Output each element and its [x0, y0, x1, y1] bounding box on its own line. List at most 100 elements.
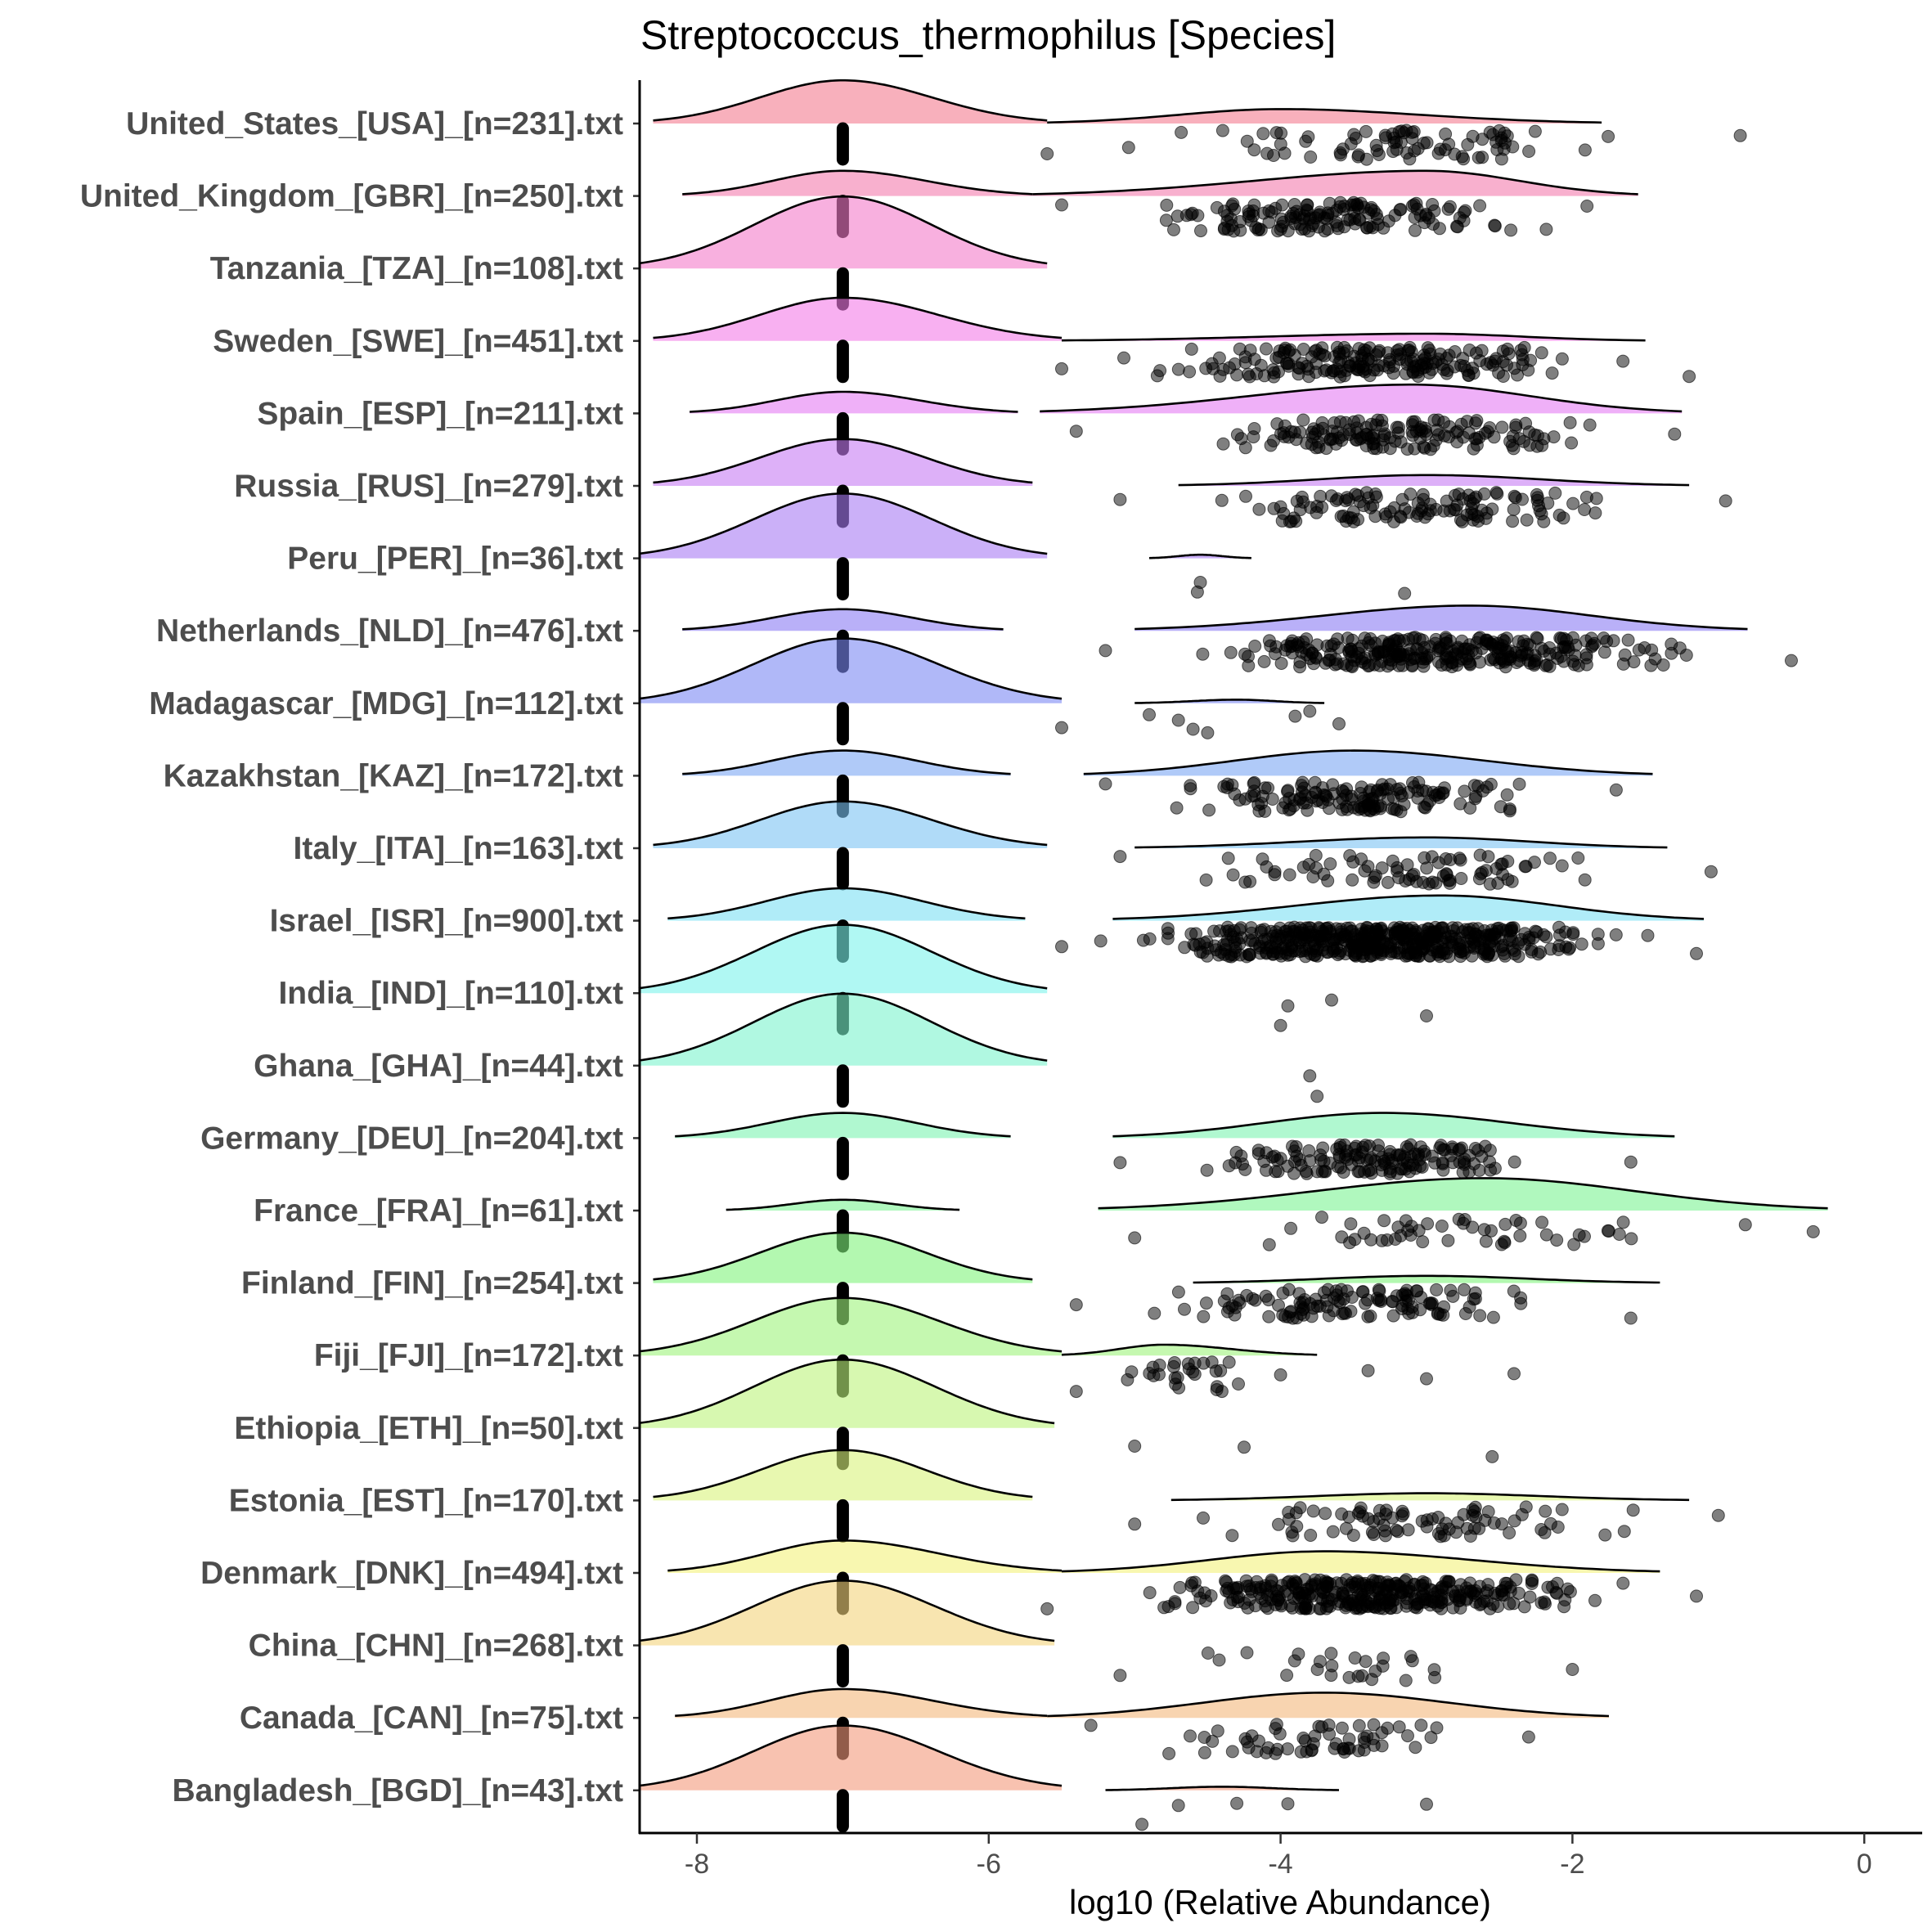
- data-point: [1069, 425, 1083, 438]
- data-point: [1512, 777, 1526, 791]
- data-point: [1616, 1215, 1630, 1229]
- data-point: [1377, 427, 1391, 441]
- data-point: [1609, 928, 1623, 941]
- data-point: [1215, 1385, 1229, 1399]
- data-point: [1358, 864, 1372, 878]
- data-point: [1341, 802, 1355, 816]
- data-point: [1423, 794, 1437, 807]
- data-point: [1226, 197, 1240, 211]
- data-point: [1448, 345, 1462, 358]
- data-point: [1135, 1817, 1149, 1831]
- data-point: [1435, 658, 1449, 672]
- data-point: [1431, 428, 1445, 442]
- data-point: [1398, 586, 1412, 600]
- data-point: [1278, 796, 1292, 810]
- data-point: [1220, 1287, 1234, 1301]
- abundance-density-ridge: [1062, 1551, 1660, 1573]
- data-point: [1215, 493, 1229, 507]
- data-point: [1417, 659, 1431, 673]
- data-point: [1359, 1655, 1373, 1669]
- data-point: [1310, 441, 1323, 455]
- data-point: [1513, 1216, 1527, 1230]
- ridge-row: [653, 800, 1718, 891]
- data-point: [1367, 1718, 1381, 1732]
- x-tick-label: -6: [977, 1849, 1001, 1880]
- data-point: [1450, 658, 1464, 672]
- data-point: [1514, 1291, 1528, 1305]
- data-point: [1303, 1069, 1317, 1083]
- data-point: [1421, 341, 1435, 355]
- data-point: [1275, 198, 1289, 212]
- data-point: [1040, 1602, 1054, 1615]
- data-point: [1442, 1522, 1456, 1536]
- data-point: [1388, 434, 1402, 448]
- data-point: [1423, 497, 1437, 511]
- data-point: [1359, 1139, 1373, 1152]
- data-point: [1420, 1520, 1434, 1534]
- data-point: [1274, 657, 1288, 670]
- data-point: [1523, 1590, 1537, 1604]
- data-point: [1251, 1143, 1265, 1157]
- data-point: [1443, 200, 1457, 213]
- data-point: [1290, 1149, 1304, 1163]
- data-point: [1468, 927, 1482, 941]
- data-point: [1424, 1731, 1438, 1745]
- data-point: [1385, 1295, 1399, 1308]
- data-point: [1399, 1674, 1413, 1687]
- data-point: [1296, 1732, 1310, 1745]
- data-point: [1505, 941, 1519, 955]
- y-tick-label: Russia_[RUS]_[n=279].txt: [234, 469, 623, 504]
- data-point: [1467, 513, 1480, 527]
- y-tick-label: Ethiopia_[ETH]_[n=50].txt: [234, 1411, 623, 1446]
- y-tick-label: Canada_[CAN]_[n=75].txt: [240, 1701, 623, 1736]
- data-point: [1387, 634, 1401, 648]
- data-point: [1543, 641, 1557, 654]
- data-point: [1588, 1593, 1602, 1607]
- data-point: [1505, 874, 1519, 888]
- ridge-row: [638, 637, 1346, 746]
- data-point: [1626, 1503, 1640, 1517]
- data-point: [1462, 369, 1476, 382]
- data-point: [1339, 1521, 1353, 1535]
- data-point: [1711, 1508, 1725, 1522]
- data-point: [1392, 1720, 1406, 1734]
- zero-density-ridge: [653, 298, 1062, 341]
- data-point: [1281, 1797, 1295, 1811]
- data-point: [1436, 942, 1450, 956]
- data-point: [1539, 1228, 1553, 1242]
- abundance-density-ridge: [1098, 1178, 1828, 1211]
- data-point: [1452, 487, 1466, 501]
- ridge-row: [682, 169, 1638, 239]
- data-point: [1201, 1647, 1215, 1660]
- data-point: [1178, 1302, 1191, 1316]
- data-point: [1337, 340, 1351, 354]
- data-point: [1171, 713, 1185, 727]
- data-point: [1222, 1355, 1236, 1369]
- data-point: [1471, 151, 1485, 164]
- data-point: [1254, 1580, 1268, 1594]
- data-point: [1332, 946, 1346, 960]
- data-point: [1468, 416, 1482, 430]
- zero-density-ridge-outline: [675, 1687, 1048, 1717]
- data-point: [1261, 1293, 1275, 1307]
- data-point: [1504, 223, 1518, 237]
- data-point: [1422, 211, 1436, 225]
- data-point: [1373, 802, 1387, 815]
- x-ticks: -8 -6 -4 -2 0: [685, 1833, 1872, 1880]
- data-point: [1281, 999, 1295, 1013]
- data-point: [1523, 438, 1537, 452]
- data-point: [1541, 496, 1555, 510]
- data-point: [1214, 1364, 1228, 1377]
- zero-density-ridge-outline: [638, 992, 1048, 1062]
- data-point: [1303, 704, 1317, 718]
- data-point: [1454, 872, 1468, 885]
- y-tick-labels: United_States_[USA]_[n=231].txt United_Ki…: [80, 106, 640, 1808]
- data-point: [1300, 1745, 1314, 1759]
- data-point: [1690, 946, 1703, 960]
- data-point: [1481, 850, 1495, 864]
- data-point: [1401, 1224, 1415, 1238]
- data-point: [1226, 868, 1240, 882]
- data-point: [1128, 1517, 1142, 1531]
- data-point: [1506, 514, 1520, 528]
- data-point: [1491, 636, 1505, 650]
